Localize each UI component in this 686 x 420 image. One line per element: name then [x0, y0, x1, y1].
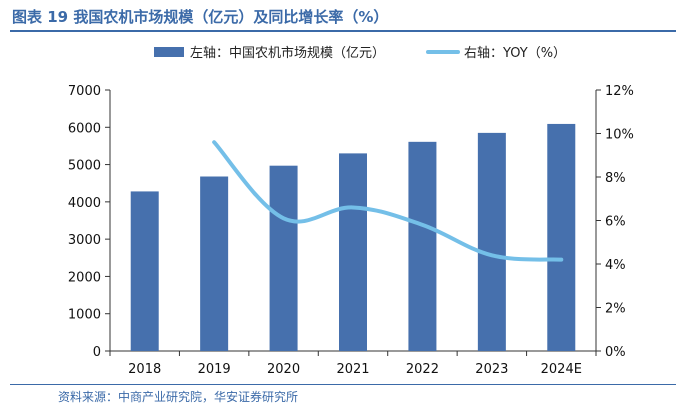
- right-y-tick-label: 0%: [605, 345, 626, 360]
- right-y-tick-label: 10%: [605, 128, 634, 143]
- legend-line-label: 右轴：YOY（%）: [464, 46, 566, 61]
- bar-2023: [477, 132, 506, 351]
- left-y-tick-label: 4000: [68, 196, 101, 211]
- legend: 左轴：中国农机市场规模（亿元） 右轴：YOY（%）: [154, 45, 566, 61]
- x-tick-label: 2024E: [541, 362, 582, 377]
- right-y-tick-label: 8%: [605, 171, 626, 186]
- left-y-tick-label: 1000: [68, 308, 101, 323]
- x-tick-label: 2022: [406, 362, 439, 377]
- legend-bar-swatch: [154, 47, 184, 57]
- yoy-line-series: [212, 140, 564, 262]
- bar-2018: [130, 191, 159, 351]
- source-note: 资料来源：中商产业研究院，华安证券研究所: [58, 390, 299, 404]
- bar-series: [130, 123, 576, 352]
- right-y-tick-label: 12%: [605, 84, 634, 99]
- right-y-tick-label: 2%: [605, 302, 626, 317]
- left-y-tick-label: 7000: [68, 84, 101, 99]
- right-y-tick-label: 4%: [605, 258, 626, 273]
- legend-bar-label: 左轴：中国农机市场规模（亿元）: [190, 45, 385, 61]
- figure-title: 图表 19 我国农机市场规模（亿元）及同比增长率（%）: [12, 8, 389, 26]
- source-divider: [10, 384, 676, 385]
- bar-2020: [269, 165, 298, 351]
- x-tick-label: 2019: [198, 362, 231, 377]
- left-y-tick-label: 0: [93, 345, 101, 360]
- x-tick-label: 2021: [336, 362, 369, 377]
- right-y-tick-label: 6%: [605, 215, 626, 230]
- left-y-tick-label: 5000: [68, 159, 101, 174]
- bar-2019: [200, 176, 229, 351]
- bar-2024E: [547, 123, 576, 352]
- bar-2021: [339, 153, 367, 351]
- axes: 0 1000 2000 3000 4000 5000 6000 7000 0% 2% 4% 6% 8% 1…: [68, 84, 634, 377]
- title-divider: [10, 30, 676, 32]
- x-tick-label: 2020: [267, 362, 300, 377]
- bar-2022: [408, 141, 437, 351]
- left-y-tick-label: 3000: [68, 233, 101, 248]
- yoy-line: [212, 140, 564, 262]
- left-y-tick-label: 6000: [68, 121, 101, 136]
- x-tick-label: 2018: [128, 362, 161, 377]
- combo-chart: 左轴：中国农机市场规模（亿元） 右轴：YOY（%） 0 1000 2000 3000 4…: [68, 45, 634, 377]
- left-y-tick-label: 2000: [68, 270, 101, 285]
- x-tick-label: 2023: [475, 362, 508, 377]
